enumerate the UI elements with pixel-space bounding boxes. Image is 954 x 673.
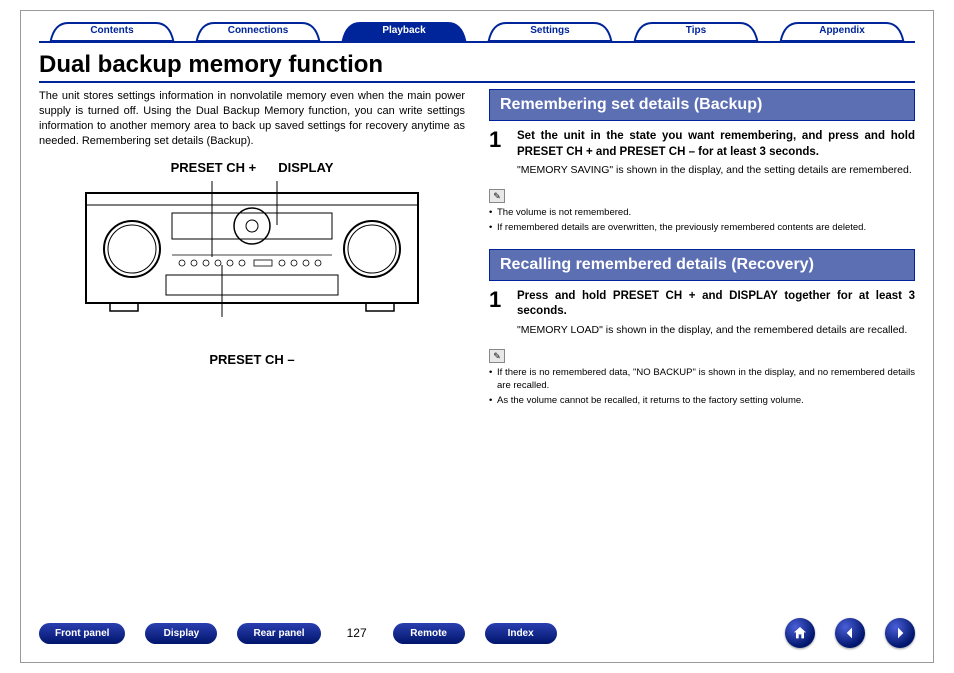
- tab-appendix[interactable]: Appendix: [769, 21, 915, 41]
- bullet-item: The volume is not remembered.: [489, 207, 915, 220]
- prev-icon[interactable]: [835, 618, 865, 648]
- tab-contents[interactable]: Contents: [39, 21, 185, 41]
- content-columns: The unit stores settings information in …: [39, 89, 915, 421]
- tab-label: Settings: [530, 25, 569, 36]
- bullet-item: As the volume cannot be recalled, it ret…: [489, 395, 915, 408]
- home-icon[interactable]: [785, 618, 815, 648]
- step-title: Set the unit in the state you want remem…: [517, 129, 915, 160]
- bullet-item: If remembered details are overwritten, t…: [489, 222, 915, 235]
- nav-pill-rear-panel[interactable]: Rear panel: [237, 623, 320, 644]
- tab-connections[interactable]: Connections: [185, 21, 331, 41]
- tab-playback[interactable]: Playback: [331, 21, 477, 41]
- nav-pill-display[interactable]: Display: [145, 623, 217, 644]
- step-number: 1: [489, 129, 507, 177]
- note-icon: ✎: [489, 349, 505, 363]
- tab-label: Appendix: [819, 25, 865, 36]
- step-number: 1: [489, 289, 507, 337]
- left-column: The unit stores settings information in …: [39, 89, 465, 421]
- label-preset-ch-plus: PRESET CH +: [171, 160, 257, 175]
- page-container: Contents Connections Playback Settings Tips A…: [20, 10, 934, 663]
- step: 1 Set the unit in the state you want reme…: [489, 129, 915, 177]
- tab-label: Playback: [382, 25, 425, 36]
- step-description: "MEMORY LOAD" is shown in the display, a…: [517, 323, 915, 337]
- note-icon: ✎: [489, 189, 505, 203]
- bullet-item: If there is no remembered data, "NO BACK…: [489, 367, 915, 393]
- label-display: DISPLAY: [278, 160, 333, 175]
- next-icon[interactable]: [885, 618, 915, 648]
- step-body: Set the unit in the state you want remem…: [517, 129, 915, 177]
- step-body: Press and hold PRESET CH + and DISPLAY t…: [517, 289, 915, 337]
- label-preset-ch-minus: PRESET CH –: [39, 352, 465, 367]
- tab-label: Contents: [90, 25, 133, 36]
- top-tab-bar: Contents Connections Playback Settings Tips A…: [39, 21, 915, 43]
- intro-paragraph: The unit stores settings information in …: [39, 89, 465, 148]
- device-illustration: PRESET CH + DISPLAY: [39, 160, 465, 367]
- tab-tips[interactable]: Tips: [623, 21, 769, 41]
- tab-label: Tips: [686, 25, 706, 36]
- page-number: 127: [341, 626, 373, 640]
- step-title: Press and hold PRESET CH + and DISPLAY t…: [517, 289, 915, 320]
- bottom-nav: Front panel Display Rear panel 127 Remote Ind…: [39, 618, 915, 648]
- section-heading: Remembering set details (Backup): [489, 89, 915, 121]
- nav-pill-remote[interactable]: Remote: [393, 623, 465, 644]
- note-bullets: The volume is not remembered. If remember…: [489, 207, 915, 235]
- step: 1 Press and hold PRESET CH + and DISPLAY …: [489, 289, 915, 337]
- tab-settings[interactable]: Settings: [477, 21, 623, 41]
- tab-label: Connections: [228, 25, 289, 36]
- step-description: "MEMORY SAVING" is shown in the display,…: [517, 163, 915, 177]
- note-bullets: If there is no remembered data, "NO BACK…: [489, 367, 915, 407]
- right-column: Remembering set details (Backup) 1 Set the…: [489, 89, 915, 421]
- section-heading: Recalling remembered details (Recovery): [489, 249, 915, 281]
- device-front-svg: [82, 179, 422, 319]
- nav-pill-front-panel[interactable]: Front panel: [39, 623, 125, 644]
- nav-pill-index[interactable]: Index: [485, 623, 557, 644]
- device-top-labels: PRESET CH + DISPLAY: [39, 160, 465, 175]
- page-title: Dual backup memory function: [39, 47, 915, 83]
